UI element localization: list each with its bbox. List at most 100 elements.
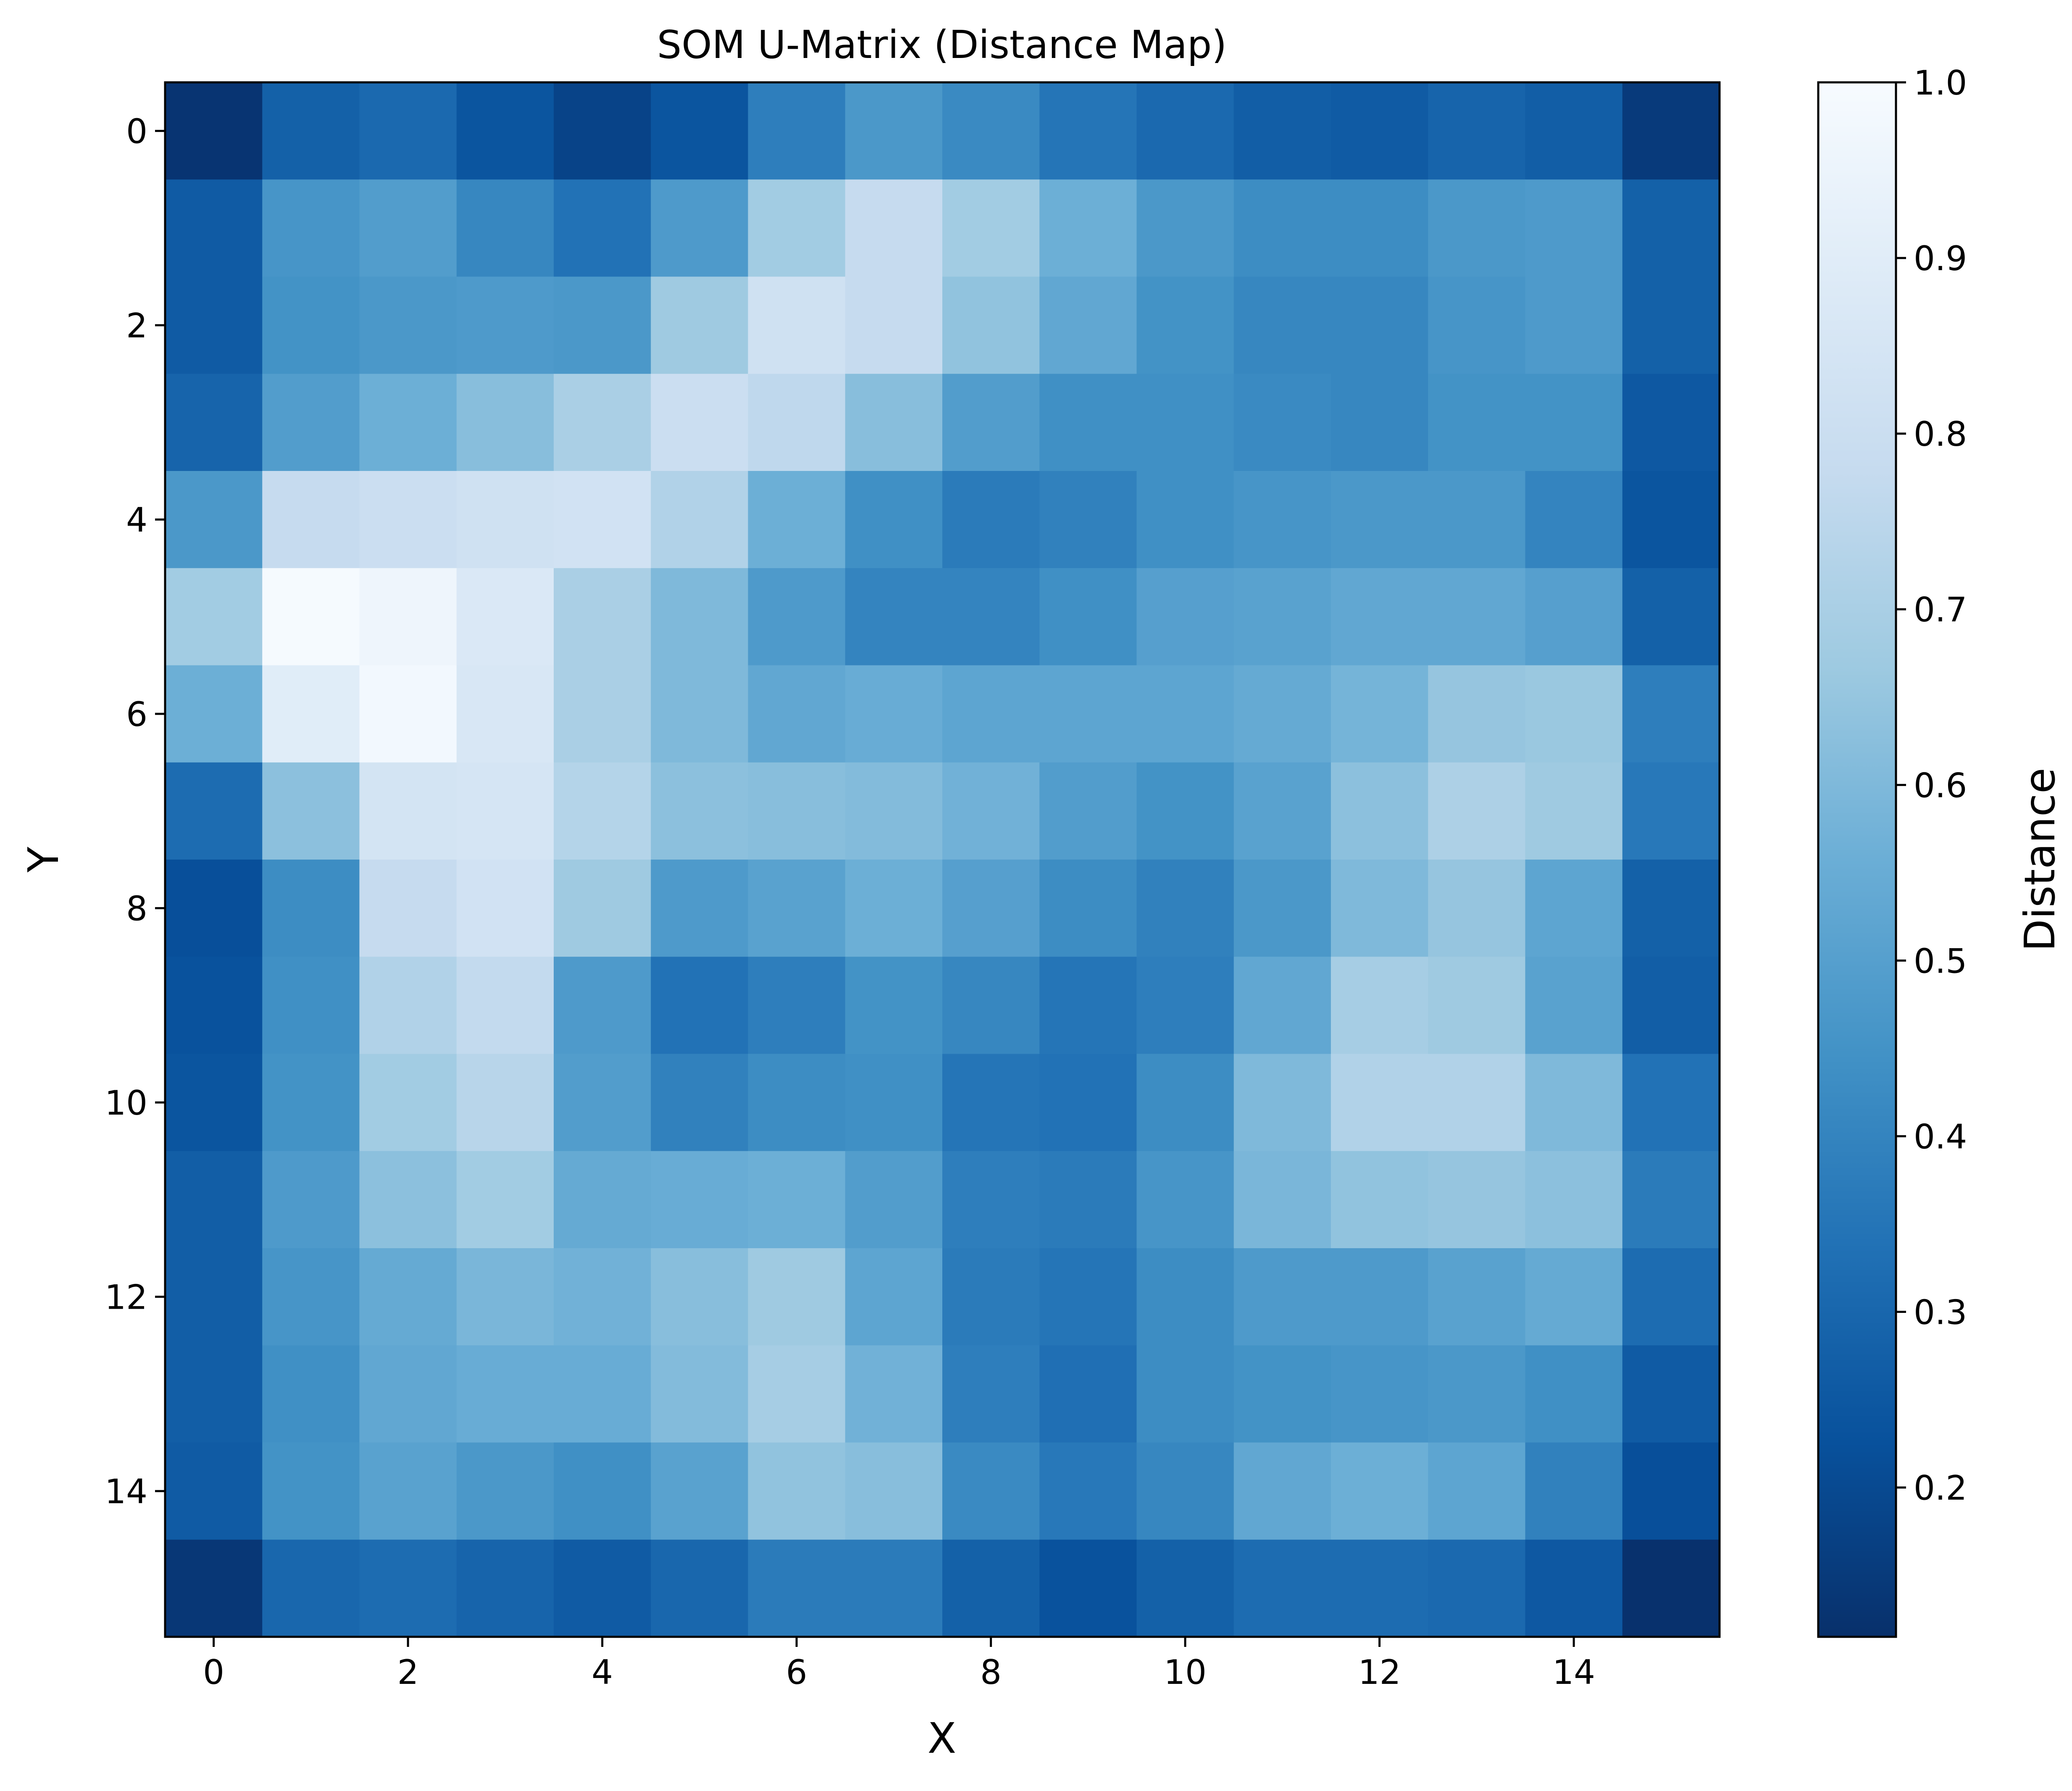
- heatmap-cell: [554, 568, 651, 666]
- heatmap-cell: [554, 276, 651, 374]
- heatmap-cell: [1331, 373, 1428, 471]
- heatmap-cell: [1233, 276, 1331, 374]
- heatmap-cell: [1622, 860, 1720, 957]
- heatmap-cell: [554, 957, 651, 1055]
- heatmap-cell: [165, 1248, 263, 1346]
- colorbar-label: Distance: [2015, 768, 2064, 951]
- heatmap-cell: [359, 860, 457, 957]
- heatmap-cell: [1039, 860, 1137, 957]
- y-axis-ticks: 0 2 4 6 8 10 12 14: [105, 112, 165, 1511]
- heatmap-cell: [1331, 1054, 1428, 1152]
- heatmap-cell: [262, 276, 360, 374]
- heatmap-cell: [165, 957, 263, 1055]
- heatmap-cell: [1622, 82, 1720, 180]
- heatmap-cell: [1039, 957, 1137, 1055]
- heatmap-cell: [165, 276, 263, 374]
- y-axis-label: Y: [19, 847, 68, 873]
- heatmap-cell: [748, 1248, 846, 1346]
- y-tick-label: 14: [105, 1472, 147, 1511]
- y-tick-label: 10: [105, 1084, 147, 1123]
- heatmap-cell: [262, 1248, 360, 1346]
- heatmap-cell: [942, 1345, 1040, 1443]
- heatmap-cell: [456, 1345, 554, 1443]
- heatmap-cell: [359, 1442, 457, 1540]
- heatmap-cell: [1428, 568, 1526, 666]
- heatmap-cell: [845, 179, 943, 277]
- heatmap-cell: [1525, 860, 1623, 957]
- heatmap-cell: [1428, 1345, 1526, 1443]
- heatmap-cell: [262, 762, 360, 860]
- x-tick-label: 2: [397, 1653, 419, 1692]
- heatmap-cell: [1233, 1539, 1331, 1637]
- heatmap-cell: [456, 1539, 554, 1637]
- heatmap-cell: [1622, 276, 1720, 374]
- heatmap-cell: [554, 1442, 651, 1540]
- heatmap-cell: [359, 471, 457, 568]
- heatmap-cell: [748, 471, 846, 568]
- heatmap-cell: [165, 1442, 263, 1540]
- y-tick-label: 8: [126, 889, 147, 928]
- heatmap-cell: [1525, 1539, 1623, 1637]
- heatmap-cell: [1136, 1248, 1234, 1346]
- heatmap-cell: [1525, 276, 1623, 374]
- heatmap-cell: [1622, 568, 1720, 666]
- heatmap-cell: [651, 1442, 749, 1540]
- heatmap-cell: [1525, 665, 1623, 763]
- heatmap-cell: [456, 860, 554, 957]
- heatmap-cell: [942, 1539, 1040, 1637]
- heatmap-cell: [1622, 1248, 1720, 1346]
- heatmap-cell: [456, 762, 554, 860]
- heatmap-cell: [1136, 1345, 1234, 1443]
- heatmap-cell: [1428, 1539, 1526, 1637]
- heatmap-cell: [651, 1539, 749, 1637]
- heatmap-cell: [942, 762, 1040, 860]
- heatmap-cell: [165, 665, 263, 763]
- colorbar-tick-label: 0.2: [1914, 1469, 1967, 1508]
- heatmap-cell: [262, 568, 360, 666]
- heatmap-cell: [845, 1345, 943, 1443]
- heatmap-cell: [1233, 82, 1331, 180]
- heatmap-cell: [1428, 82, 1526, 180]
- heatmap-cell: [262, 471, 360, 568]
- heatmap-cell: [165, 568, 263, 666]
- x-tick-label: 6: [786, 1653, 807, 1692]
- heatmap-cell: [262, 179, 360, 277]
- heatmap-cell: [359, 1248, 457, 1346]
- heatmap-cell: [554, 762, 651, 860]
- heatmap-cell: [748, 1151, 846, 1249]
- heatmap-cell: [1331, 762, 1428, 860]
- heatmap-cell: [1622, 957, 1720, 1055]
- x-axis-ticks: 0 2 4 6 8 10 12 14: [203, 1637, 1595, 1692]
- heatmap-cell: [1233, 762, 1331, 860]
- heatmap-cell: [359, 665, 457, 763]
- heatmap-cell: [1136, 373, 1234, 471]
- heatmap-cell: [942, 1442, 1040, 1540]
- heatmap-cell: [1039, 1539, 1137, 1637]
- heatmap-cell: [845, 1054, 943, 1152]
- heatmap-cell: [165, 762, 263, 860]
- heatmap-cell: [651, 568, 749, 666]
- heatmap-cell: [456, 1248, 554, 1346]
- heatmap-cell: [165, 373, 263, 471]
- heatmap-cell: [651, 1345, 749, 1443]
- heatmap-cell: [554, 1539, 651, 1637]
- heatmap-cell: [165, 179, 263, 277]
- heatmap-cell: [1233, 568, 1331, 666]
- colorbar-tick-label: 0.6: [1914, 766, 1967, 805]
- heatmap-cell: [262, 860, 360, 957]
- heatmap-cell: [165, 1054, 263, 1152]
- heatmap-cell: [1428, 276, 1526, 374]
- heatmap-cell: [554, 179, 651, 277]
- heatmap-cell: [1233, 471, 1331, 568]
- colorbar-tick-label: 0.4: [1914, 1117, 1967, 1156]
- heatmap-cell: [1331, 82, 1428, 180]
- heatmap-cell: [1525, 1151, 1623, 1249]
- heatmap-cell: [942, 957, 1040, 1055]
- heatmap-cell: [359, 1054, 457, 1152]
- colorbar-tick-label: 0.7: [1914, 590, 1967, 629]
- heatmap-cell: [1622, 1054, 1720, 1152]
- colorbar-ticks: 0.2 0.3 0.4 0.5 0.6 0.7 0.8 0.9 1.0: [1896, 63, 1967, 1508]
- heatmap-cell: [1039, 1248, 1137, 1346]
